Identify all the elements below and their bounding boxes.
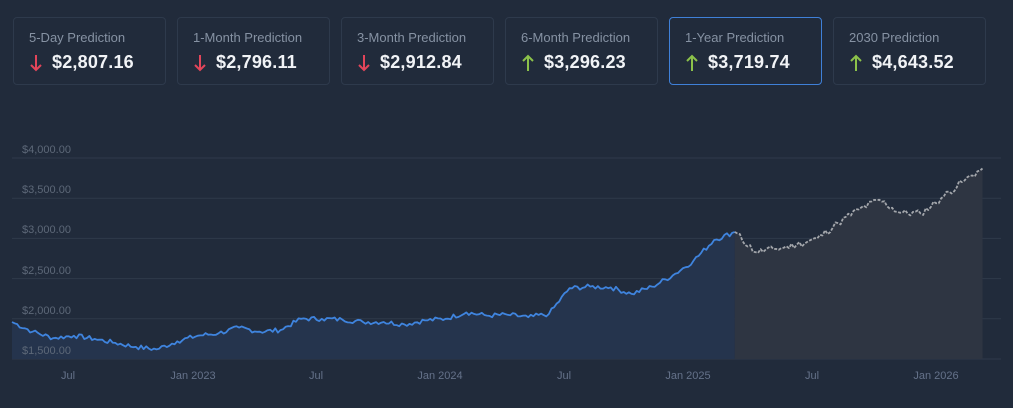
arrow-up-icon (522, 54, 534, 71)
y-tick-label: $4,000.00 (22, 144, 71, 156)
x-tick-label: Jul (556, 370, 572, 382)
card-label: 1-Month Prediction (193, 30, 303, 45)
card-value: $3,296.23 (544, 52, 626, 72)
y-tick-label: $3,500.00 (22, 184, 71, 197)
x-tick-label: Jul (308, 370, 324, 382)
arrow-up-icon (850, 54, 862, 71)
card-value: $2,807.16 (52, 52, 134, 72)
arrow-down-icon (30, 54, 42, 71)
arrow-down-icon (194, 54, 206, 71)
prediction-card-1-year[interactable]: 1-Year Prediction $3,719.74 (669, 17, 822, 85)
y-tick-label: $2,500.00 (22, 264, 71, 277)
card-label: 3-Month Prediction (357, 30, 467, 45)
card-label: 6-Month Prediction (521, 30, 631, 45)
x-tick-label: Jan 2025 (665, 370, 711, 382)
prediction-cards: 5-Day Prediction $2,807.16 1-Month Predi… (13, 17, 986, 85)
x-tick-label: Jul (804, 370, 820, 382)
card-value: $2,912.84 (380, 52, 462, 72)
card-label: 2030 Prediction (849, 30, 940, 45)
arrow-up-icon (686, 54, 698, 71)
card-value: $4,643.52 (872, 52, 954, 72)
y-tick-label: $3,000.00 (22, 224, 71, 237)
prediction-card-6-month[interactable]: 6-Month Prediction $3,296.23 (505, 17, 658, 85)
prediction-card-2030[interactable]: 2030 Prediction $4,643.52 (833, 17, 986, 85)
card-label: 1-Year Prediction (685, 30, 785, 45)
card-value: $3,719.74 (708, 52, 790, 72)
card-label: 5-Day Prediction (29, 30, 126, 45)
price-chart[interactable]: $1,500.00 $2,000.00 $2,500.00 $3,000.00 $3,5… (0, 130, 1013, 408)
card-value: $2,796.11 (216, 52, 297, 72)
x-tick-label: Jan 2023 (170, 370, 216, 382)
y-tick-label: $1,500.00 (22, 345, 71, 357)
prediction-card-5-day[interactable]: 5-Day Prediction $2,807.16 (13, 17, 166, 85)
arrow-down-icon (358, 54, 370, 71)
x-tick-label: Jan 2024 (417, 370, 463, 382)
chart-plot-area[interactable] (0, 130, 1013, 408)
prediction-card-3-month[interactable]: 3-Month Prediction $2,912.84 (341, 17, 494, 85)
y-tick-label: $2,000.00 (22, 304, 71, 317)
x-tick-label: Jan 2026 (913, 370, 959, 382)
prediction-card-1-month[interactable]: 1-Month Prediction $2,796.11 (177, 17, 330, 85)
x-tick-label: Jul (60, 370, 76, 382)
